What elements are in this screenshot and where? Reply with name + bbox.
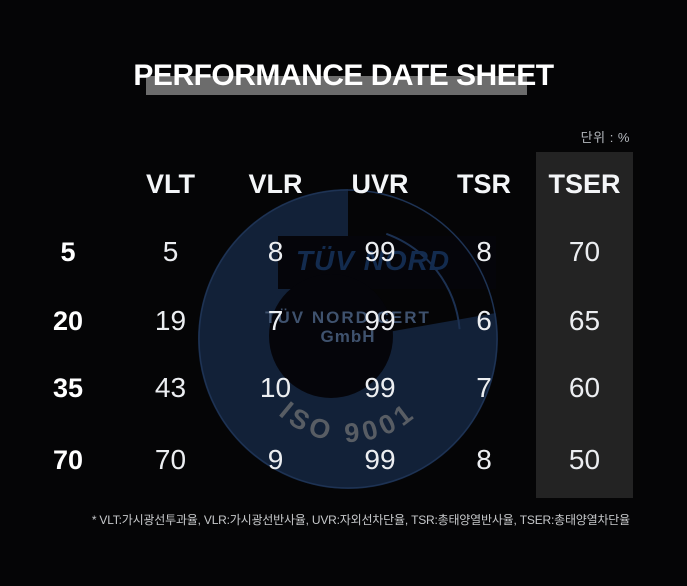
table-cell: 19 <box>154 305 187 336</box>
unit-note: 단위 : % <box>580 130 630 145</box>
table-cell: 99 <box>364 236 396 267</box>
column-header-vlr: VLR <box>248 168 303 199</box>
watermark-swoosh-arc <box>385 232 461 330</box>
table-cell-tser: 50 <box>536 422 633 498</box>
footnote: * VLT:가시광선투과율, VLR:가시광선반사율, UVR:자외선차단율, … <box>91 513 630 527</box>
watermark-gmbh-text: GmbH <box>321 327 376 346</box>
column-header-tsr: TSR <box>457 168 511 199</box>
table-cell: 6 <box>476 305 492 336</box>
row-label: 35 <box>52 372 84 403</box>
corner-cell <box>18 152 118 216</box>
table-cell: 9 <box>267 444 284 475</box>
watermark-cert-text: TÜV NORD CERT <box>265 308 431 327</box>
row-label: 5 <box>60 236 76 267</box>
column-header-vlt: VLT <box>146 168 195 199</box>
performance-table: VLT VLR UVR TSR TSER 5 5 8 99 8 70 20 19… <box>18 152 633 498</box>
table-cell: 8 <box>476 236 492 267</box>
table-cell: 99 <box>364 305 396 336</box>
table-cell-tser: 60 <box>536 354 633 422</box>
watermark-brand-text: TÜV NORD <box>296 245 450 276</box>
table-cell: 99 <box>364 372 396 403</box>
row-label: 20 <box>52 305 84 336</box>
table-cell: 7 <box>476 372 492 403</box>
column-header-uvr: UVR <box>351 168 409 199</box>
page-title: PERFORMANCE DATE SHEET <box>133 59 554 92</box>
watermark-circle-outline <box>198 189 498 489</box>
table-cell: 8 <box>476 444 492 475</box>
table-cell: 43 <box>154 372 187 403</box>
table-cell: 10 <box>259 372 292 403</box>
title-underline-bar <box>146 76 527 95</box>
watermark-core <box>269 274 393 398</box>
table-cell-tser: 70 <box>536 216 633 288</box>
column-header-tser: TSER <box>536 152 633 216</box>
table-cell: 5 <box>162 236 179 267</box>
table-cell: 7 <box>267 305 284 336</box>
table-cell: 70 <box>154 444 187 475</box>
table-cell: 8 <box>267 236 284 267</box>
row-label: 70 <box>52 444 84 475</box>
table-cell-tser: 65 <box>536 288 633 354</box>
table-cell: 99 <box>364 444 396 475</box>
tuv-nord-watermark: TÜV NORD TÜV NORD CERT GmbH ISO 9001 <box>197 189 498 489</box>
